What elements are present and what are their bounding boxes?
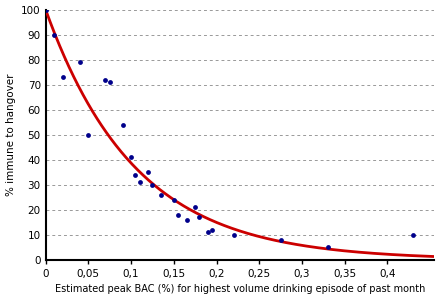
Point bbox=[102, 77, 109, 82]
Point bbox=[106, 80, 113, 85]
Point bbox=[192, 205, 199, 210]
Point bbox=[205, 230, 212, 235]
Point bbox=[136, 180, 143, 185]
Point bbox=[324, 245, 331, 250]
Point bbox=[149, 182, 156, 187]
Point bbox=[209, 227, 216, 232]
X-axis label: Estimated peak BAC (%) for highest volume drinking episode of past month: Estimated peak BAC (%) for highest volum… bbox=[55, 284, 425, 294]
Point bbox=[132, 172, 139, 177]
Point bbox=[196, 215, 203, 220]
Point bbox=[145, 170, 152, 175]
Point bbox=[277, 237, 284, 242]
Point bbox=[119, 122, 126, 127]
Point bbox=[51, 32, 58, 37]
Point bbox=[42, 7, 49, 12]
Point bbox=[76, 60, 83, 64]
Point bbox=[183, 218, 190, 222]
Point bbox=[175, 212, 182, 217]
Point bbox=[170, 197, 177, 202]
Y-axis label: % immune to hangover: % immune to hangover bbox=[6, 74, 15, 196]
Point bbox=[158, 192, 165, 197]
Point bbox=[410, 232, 417, 237]
Point bbox=[128, 155, 135, 160]
Point bbox=[85, 132, 92, 137]
Point bbox=[230, 232, 237, 237]
Point bbox=[59, 75, 66, 80]
